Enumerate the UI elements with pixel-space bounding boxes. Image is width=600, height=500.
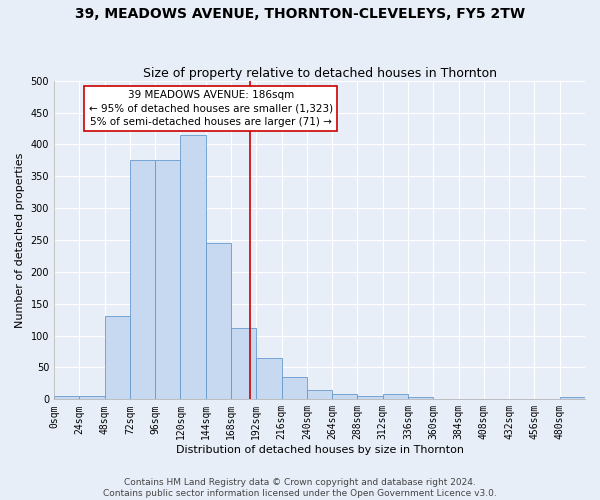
Text: Contains HM Land Registry data © Crown copyright and database right 2024.
Contai: Contains HM Land Registry data © Crown c… xyxy=(103,478,497,498)
Title: Size of property relative to detached houses in Thornton: Size of property relative to detached ho… xyxy=(143,66,497,80)
Bar xyxy=(484,398,509,400)
Bar xyxy=(408,398,433,400)
Text: 39, MEADOWS AVENUE, THORNTON-CLEVELEYS, FY5 2TW: 39, MEADOWS AVENUE, THORNTON-CLEVELEYS, … xyxy=(75,8,525,22)
Bar xyxy=(155,160,181,400)
Bar xyxy=(104,316,130,400)
Bar xyxy=(54,396,79,400)
Bar xyxy=(307,390,332,400)
Bar xyxy=(332,394,358,400)
Bar xyxy=(256,358,281,400)
X-axis label: Distribution of detached houses by size in Thornton: Distribution of detached houses by size … xyxy=(176,445,464,455)
Bar xyxy=(458,398,484,400)
Bar xyxy=(231,328,256,400)
Bar xyxy=(181,135,206,400)
Bar xyxy=(79,396,104,400)
Bar xyxy=(281,377,307,400)
Text: 39 MEADOWS AVENUE: 186sqm
← 95% of detached houses are smaller (1,323)
5% of sem: 39 MEADOWS AVENUE: 186sqm ← 95% of detac… xyxy=(89,90,333,126)
Bar xyxy=(560,398,585,400)
Bar xyxy=(206,243,231,400)
Bar xyxy=(383,394,408,400)
Bar xyxy=(433,398,458,400)
Y-axis label: Number of detached properties: Number of detached properties xyxy=(15,152,25,328)
Bar xyxy=(130,160,155,400)
Bar xyxy=(358,396,383,400)
